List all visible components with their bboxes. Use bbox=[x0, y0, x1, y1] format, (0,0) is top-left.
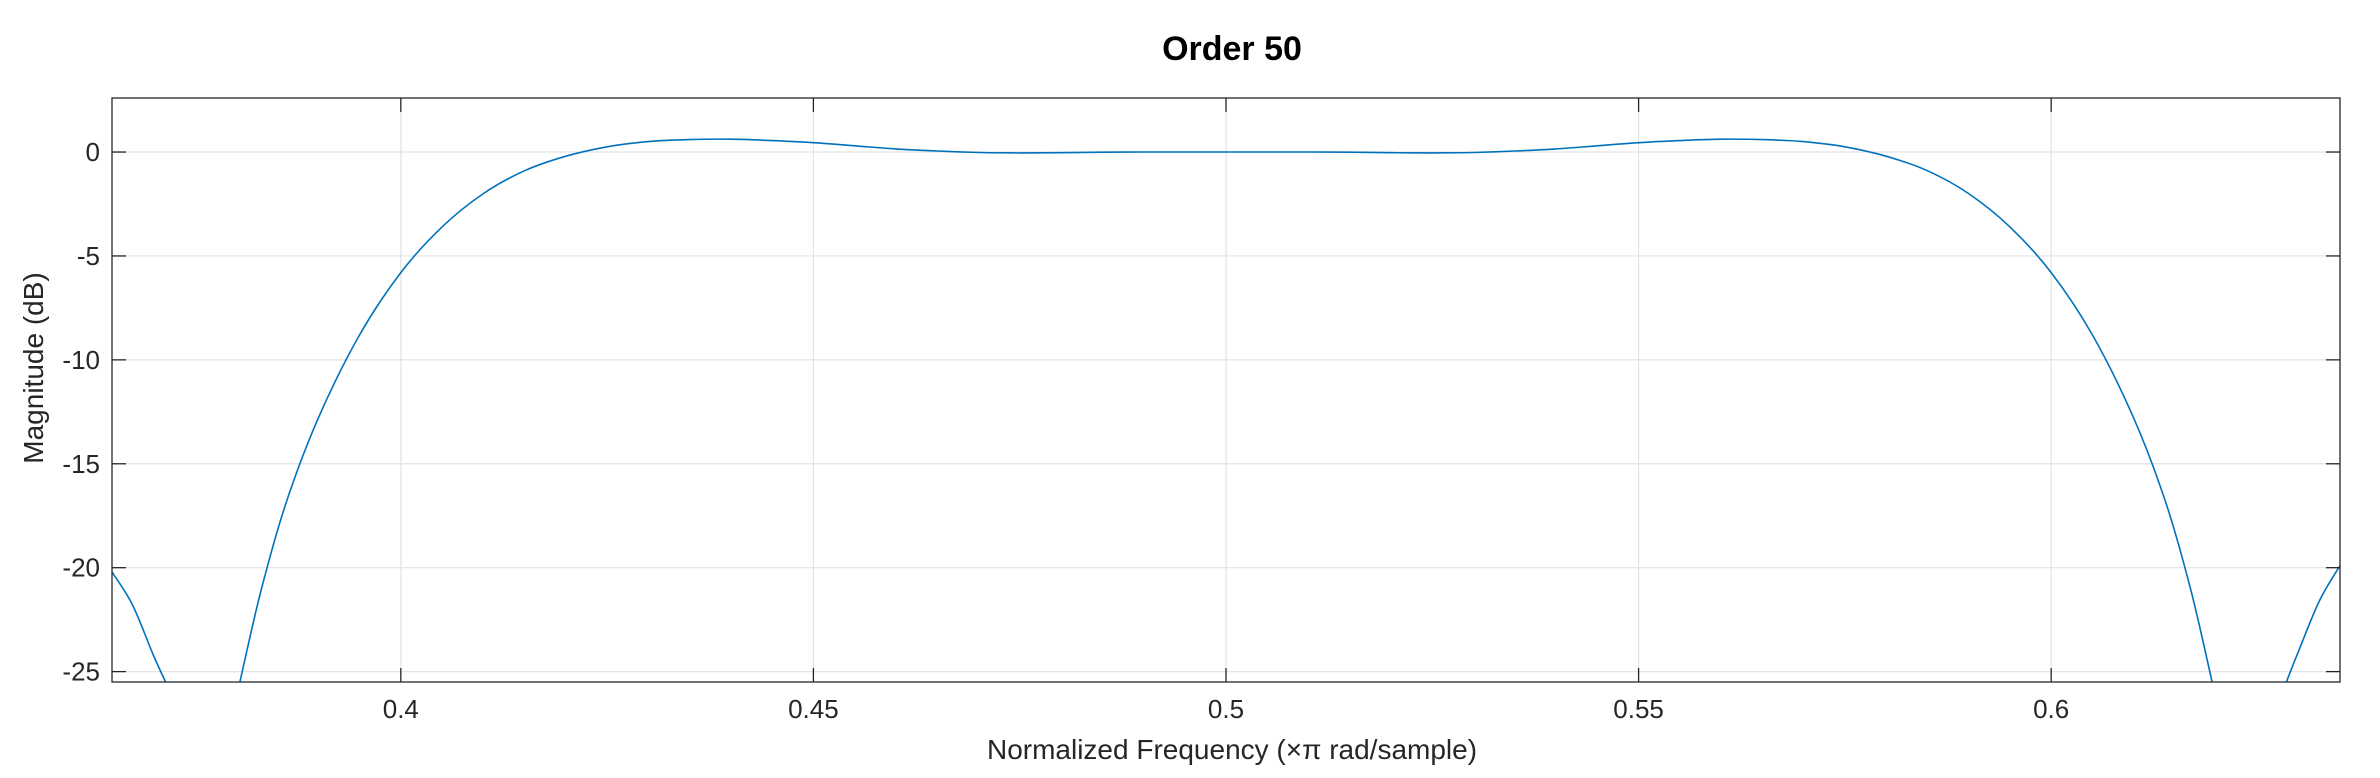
chart-title: Order 50 bbox=[1162, 30, 1302, 68]
series-layer bbox=[111, 138, 2341, 683]
y-tick-label: 0 bbox=[86, 137, 100, 167]
tick-labels: 0.4 0.45 0.5 0.55 0.6 0 -5 -10 -15 -20 -25 bbox=[62, 137, 2069, 724]
y-tick-label: -15 bbox=[62, 449, 100, 479]
y-tick-label: -20 bbox=[62, 553, 100, 583]
x-tick-label: 0.5 bbox=[1208, 694, 1244, 724]
x-tick-label: 0.6 bbox=[2033, 694, 2069, 724]
x-tick-label: 0.45 bbox=[788, 694, 839, 724]
y-tick-label: -5 bbox=[77, 241, 100, 271]
x-tick-label: 0.4 bbox=[383, 694, 419, 724]
axis-ticks bbox=[112, 98, 2340, 682]
y-tick-label: -10 bbox=[62, 345, 100, 375]
y-tick-label: -25 bbox=[62, 657, 100, 687]
y-axis-title: Magnitude (dB) bbox=[18, 272, 49, 463]
magnitude-curve-segment bbox=[2285, 565, 2341, 683]
x-tick-label: 0.55 bbox=[1613, 694, 1664, 724]
grid-lines bbox=[112, 98, 2340, 682]
magnitude-curve-segment bbox=[111, 571, 167, 683]
magnitude-curve-segment bbox=[239, 138, 2213, 683]
x-axis-title: Normalized Frequency (×π rad/sample) bbox=[987, 734, 1477, 765]
